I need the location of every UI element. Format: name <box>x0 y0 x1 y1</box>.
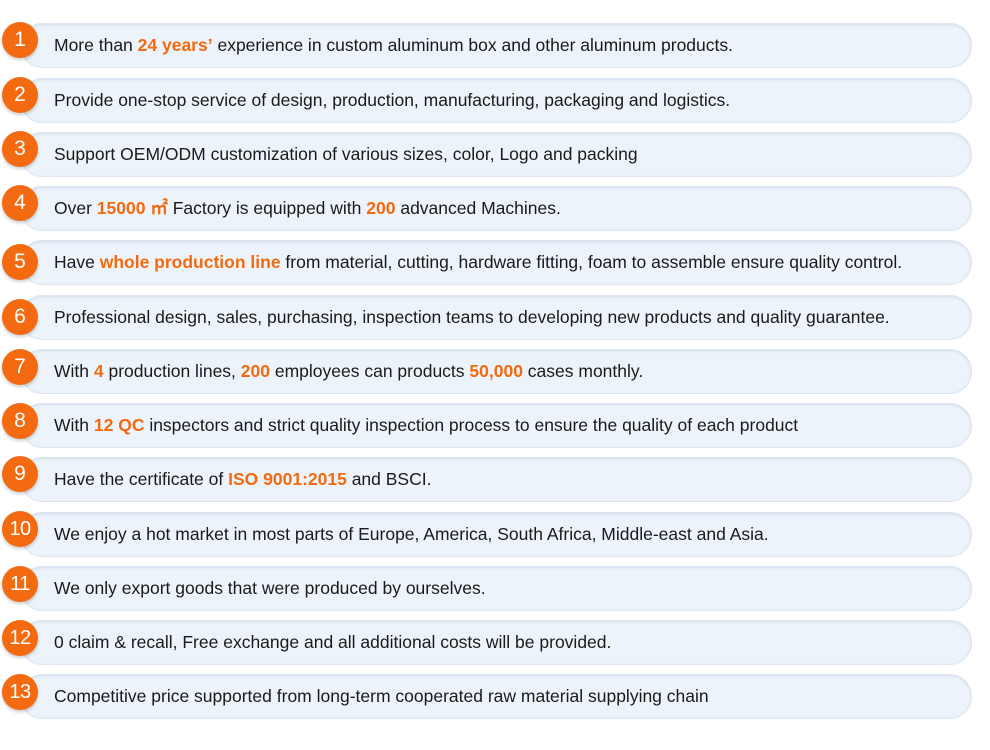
body-text: from material, cutting, hardware fitting… <box>280 252 903 272</box>
number-badge: 13 <box>2 674 38 710</box>
list-item-text: We only export goods that were produced … <box>54 576 969 600</box>
highlight-text: ISO 9001:2015 <box>228 469 347 489</box>
list-item-background <box>20 295 972 340</box>
number-badge: 5 <box>2 244 38 280</box>
list-item-text: With 12 QC inspectors and strict quality… <box>54 413 969 437</box>
list-item: More than 24 years’ experience in custom… <box>0 20 990 74</box>
list-item-background <box>20 674 972 719</box>
highlight-text: 4 <box>93 361 104 381</box>
list-item: We enjoy a hot market in most parts of E… <box>0 509 990 563</box>
number-badge: 9 <box>2 456 38 492</box>
highlight-text: 24 years’ <box>137 35 213 55</box>
list-item: Support OEM/ODM customization of various… <box>0 129 990 183</box>
list-item-text: Support OEM/ODM customization of various… <box>54 142 969 166</box>
list-item-text: Have the certificate of ISO 9001:2015 an… <box>54 467 969 491</box>
body-text: We only export goods that were produced … <box>54 578 486 598</box>
body-text: inspectors and strict quality inspection… <box>144 415 799 435</box>
body-text: More than <box>54 35 138 55</box>
number-badge: 1 <box>2 22 38 58</box>
list-item-background <box>20 23 972 68</box>
list-item-background <box>20 186 972 231</box>
body-text: cases monthly. <box>522 361 644 381</box>
list-item-background <box>20 78 972 123</box>
number-badge: 7 <box>2 349 38 385</box>
list-item: Competitive price supported from long-te… <box>0 671 990 725</box>
number-badge: 6 <box>2 299 38 335</box>
highlight-text: 200 <box>366 198 396 218</box>
body-text: Support OEM/ODM customization of various… <box>54 144 638 164</box>
list-item: Provide one-stop service of design, prod… <box>0 75 990 129</box>
highlight-text: 50,000 <box>469 361 523 381</box>
list-item-text: Over 15000 ㎡ Factory is equipped with 20… <box>54 196 969 220</box>
list-item-text: 0 claim & recall, Free exchange and all … <box>54 630 969 654</box>
list-item-text: More than 24 years’ experience in custom… <box>54 33 969 57</box>
list-item-text: Competitive price supported from long-te… <box>54 684 969 708</box>
highlight-text: 12 QC <box>93 415 145 435</box>
list-item: With 12 QC inspectors and strict quality… <box>0 400 990 454</box>
list-item: 0 claim & recall, Free exchange and all … <box>0 617 990 671</box>
body-text: Competitive price supported from long-te… <box>54 686 709 706</box>
body-text: 0 claim & recall, Free exchange and all … <box>54 632 612 652</box>
body-text: experience in custom aluminum box and ot… <box>212 35 733 55</box>
body-text: With <box>54 415 94 435</box>
number-badge: 3 <box>2 131 38 167</box>
list-item-background <box>20 566 972 611</box>
list-item-background <box>20 132 972 177</box>
list-item-background <box>20 240 972 285</box>
body-text: Over <box>54 198 97 218</box>
list-item-background <box>20 512 972 557</box>
highlight-text: 15000 ㎡ <box>96 198 168 218</box>
body-text: Have the certificate of <box>54 469 229 489</box>
body-text: Have <box>54 252 100 272</box>
list-item: Have the certificate of ISO 9001:2015 an… <box>0 454 990 508</box>
list-item-background <box>20 403 972 448</box>
number-badge: 4 <box>2 185 38 221</box>
body-text: Provide one-stop service of design, prod… <box>54 90 731 110</box>
list-item: Professional design, sales, purchasing, … <box>0 292 990 346</box>
list-item-text: Have whole production line from material… <box>54 250 969 274</box>
body-text: We enjoy a hot market in most parts of E… <box>54 524 769 544</box>
body-text: advanced Machines. <box>395 198 561 218</box>
body-text: production lines, <box>103 361 241 381</box>
list-item: Over 15000 ㎡ Factory is equipped with 20… <box>0 183 990 237</box>
list-item-background <box>20 620 972 665</box>
number-badge: 11 <box>2 566 38 602</box>
number-badge: 2 <box>2 77 38 113</box>
list-item: With 4 production lines, 200 employees c… <box>0 346 990 400</box>
body-text: With <box>54 361 94 381</box>
highlight-text: whole production line <box>99 252 281 272</box>
body-text: employees can products <box>269 361 470 381</box>
body-text: Factory is equipped with <box>167 198 367 218</box>
list-item-text: We enjoy a hot market in most parts of E… <box>54 522 969 546</box>
body-text: and BSCI. <box>346 469 432 489</box>
number-badge: 8 <box>2 403 38 439</box>
list-item-background <box>20 349 972 394</box>
list-item: Have whole production line from material… <box>0 237 990 291</box>
list-item-text: Provide one-stop service of design, prod… <box>54 88 969 112</box>
highlight-text: 200 <box>240 361 270 381</box>
number-badge: 10 <box>2 511 38 547</box>
list-item-background <box>20 457 972 502</box>
list-item-text: With 4 production lines, 200 employees c… <box>54 359 969 383</box>
list-item: We only export goods that were produced … <box>0 563 990 617</box>
number-badge: 12 <box>2 620 38 656</box>
list-item-text: Professional design, sales, purchasing, … <box>54 305 969 329</box>
body-text: Professional design, sales, purchasing, … <box>54 307 890 327</box>
